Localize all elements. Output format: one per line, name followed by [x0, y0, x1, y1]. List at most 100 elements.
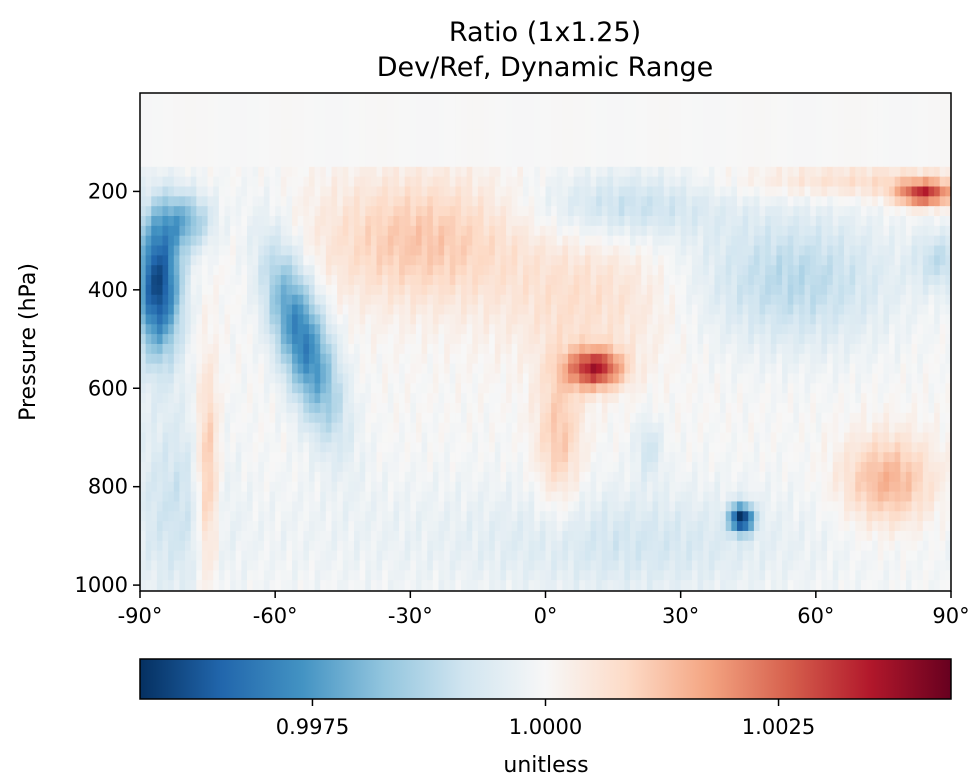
heatmap-cell — [928, 412, 935, 424]
heatmap-cell — [753, 432, 761, 443]
heatmap-cell — [489, 334, 496, 345]
heatmap-cell — [939, 275, 946, 286]
heatmap-cell — [939, 265, 946, 276]
heatmap-cell — [849, 432, 856, 443]
heatmap-cell — [748, 314, 755, 325]
heatmap-cell — [663, 129, 670, 143]
heatmap-cell — [534, 196, 541, 207]
heatmap-cell — [613, 117, 620, 131]
heatmap-cell — [196, 422, 203, 434]
heatmap-cell — [522, 216, 530, 227]
heatmap-cell — [838, 334, 845, 345]
heatmap-cell — [562, 393, 569, 404]
heatmap-cell — [162, 373, 169, 384]
heatmap-cell — [162, 245, 169, 256]
heatmap-cell — [855, 117, 862, 131]
heatmap-cell — [201, 324, 209, 335]
heatmap-cell — [917, 105, 924, 119]
heatmap-cell — [793, 255, 800, 266]
heatmap-cell — [252, 105, 259, 119]
heatmap-cell — [235, 304, 242, 316]
heatmap-cell — [635, 225, 642, 237]
heatmap-cell — [337, 363, 344, 375]
heatmap-cell — [753, 393, 761, 404]
heatmap-cell — [539, 154, 547, 168]
heatmap-cell — [483, 225, 490, 237]
heatmap-cell — [399, 186, 406, 197]
heatmap-cell — [821, 235, 828, 247]
heatmap-cell — [573, 216, 580, 227]
heatmap-cell — [455, 284, 462, 296]
heatmap-cell — [787, 265, 794, 276]
heatmap-cell — [691, 166, 699, 178]
heatmap-cell — [720, 245, 727, 256]
heatmap-cell — [680, 422, 687, 434]
heatmap-cell — [556, 393, 563, 404]
heatmap-cell — [793, 412, 800, 424]
heatmap-cell — [629, 294, 637, 306]
heatmap-cell — [624, 186, 631, 197]
heatmap-cell — [297, 129, 304, 143]
heatmap-cell — [782, 166, 789, 178]
heatmap-cell — [736, 186, 744, 197]
heatmap-cell — [894, 363, 901, 375]
heatmap-cell — [697, 235, 704, 247]
heatmap-cell — [320, 176, 327, 188]
heatmap-cell — [652, 304, 659, 316]
heatmap-cell — [770, 343, 778, 355]
heatmap-cell — [173, 442, 181, 453]
heatmap-cell — [821, 117, 828, 131]
heatmap-cell — [787, 403, 794, 414]
heatmap-cell — [494, 255, 502, 266]
heatmap-cell — [703, 383, 710, 394]
heatmap-cell — [213, 105, 220, 119]
heatmap-cell — [708, 166, 716, 178]
heatmap-cell — [545, 393, 552, 404]
heatmap-cell — [945, 432, 951, 443]
heatmap-cell — [691, 363, 699, 375]
heatmap-cell — [263, 154, 271, 168]
heatmap-cell — [331, 265, 338, 276]
heatmap-cell — [455, 432, 462, 443]
heatmap-cell — [275, 393, 282, 404]
heatmap-cell — [297, 142, 304, 156]
heatmap-cell — [810, 353, 817, 365]
heatmap-cell — [770, 314, 778, 325]
heatmap-cell — [185, 142, 192, 156]
heatmap-cell — [432, 154, 440, 168]
heatmap-cell — [286, 154, 293, 168]
heatmap-cell — [821, 196, 828, 207]
heatmap-cell — [466, 105, 473, 119]
heatmap-cell — [483, 117, 490, 131]
heatmap-cell — [641, 186, 648, 197]
heatmap-cell — [500, 353, 507, 365]
heatmap-cell — [382, 334, 389, 345]
heatmap-cell — [348, 265, 355, 276]
heatmap-cell — [331, 324, 338, 335]
heatmap-cell — [675, 393, 682, 404]
heatmap-cell — [308, 93, 316, 106]
heatmap-cell — [556, 186, 563, 197]
heatmap-cell — [230, 403, 237, 414]
heatmap-cell — [466, 225, 473, 237]
heatmap-cell — [765, 314, 772, 325]
heatmap-cell — [883, 196, 890, 207]
heatmap-cell — [573, 363, 580, 375]
heatmap-cell — [292, 334, 299, 345]
heatmap-cell — [551, 383, 558, 394]
heatmap-cell — [810, 235, 817, 247]
heatmap-cell — [804, 334, 811, 345]
heatmap-cell — [517, 324, 524, 335]
heatmap-cell — [883, 393, 890, 404]
heatmap-cell — [506, 343, 513, 355]
heatmap-cell — [877, 422, 885, 434]
heatmap-cell — [218, 129, 226, 143]
chart-subtitle: Dev/Ref, Dynamic Range — [377, 52, 714, 83]
heatmap-cell — [185, 186, 192, 197]
heatmap-cell — [613, 275, 620, 286]
heatmap-cell — [720, 284, 727, 296]
heatmap-cell — [714, 363, 721, 375]
heatmap-cell — [680, 275, 687, 286]
heatmap-cell — [556, 334, 563, 345]
heatmap-cell — [185, 343, 192, 355]
